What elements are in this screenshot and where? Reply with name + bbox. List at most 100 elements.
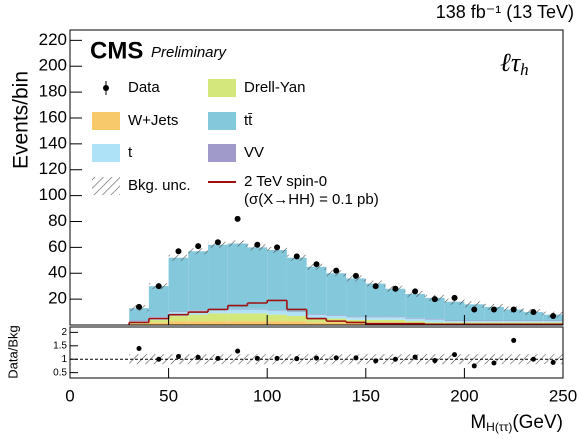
legend-label: t [128,144,133,161]
stack-segment [188,321,209,325]
x-label-sub: H(ττ) [486,420,512,434]
stack-segment [188,310,209,311]
legend-label: Bkg. unc. [128,177,191,194]
x-label: MH(ττ)(GeV) [470,412,563,434]
stack-segment [286,321,307,325]
ratio-point [314,355,319,361]
stack-segment [208,244,228,309]
stack-segment [247,309,268,314]
y-label: Events/bin [10,71,33,169]
stack-segment [227,243,248,309]
stack-segment [346,322,366,325]
stack-segment [208,313,228,322]
stack-segment [188,314,209,322]
ratio-point [254,355,260,361]
stack-segment [365,283,386,317]
stack-segment [129,320,149,322]
stack-segment [385,317,406,320]
lumi: 138 fb⁻¹ (13 TeV) [436,2,574,22]
data-point [214,239,221,246]
stack-segment [227,308,248,310]
legend-label: W+Jets [128,112,178,129]
ratio-point [530,356,536,362]
stack-segment [444,301,465,321]
stack-segment [385,319,406,323]
ratio-point [471,363,477,369]
ratio-unc-band [484,354,504,365]
y-tick-label: 180 [39,82,67,101]
x-label-main: M [470,412,486,433]
stack-segment [484,306,504,321]
stack-segment [523,321,544,323]
data-point [490,306,497,313]
stack-segment [424,319,445,320]
legend-label: VV [244,144,264,161]
ratio-y-tick-label: 2 [61,327,67,338]
stack-segment [326,315,347,316]
stack-segment [464,320,485,322]
stack-segment [543,321,563,323]
channel: ℓτh [500,48,529,79]
x-tick-label: 150 [352,386,380,405]
stack-segment [444,321,465,323]
stack-segment [346,317,366,320]
unc-band [444,298,465,305]
stack-segment [543,320,563,322]
stack-segment [267,310,287,315]
legend-label: Data [128,79,160,96]
ratio-point [215,355,221,361]
ratio-point [550,359,556,365]
stack-segment [326,273,347,316]
unc-band [188,248,209,255]
stack-segment [424,297,445,320]
data-point [234,215,241,222]
data-point [136,303,143,310]
stack-segment [365,316,386,318]
stack-segment [424,322,445,324]
stack-segment [424,319,445,323]
data-point [254,241,261,248]
y-tick-label: 40 [48,263,67,282]
stack-segment [267,249,287,311]
stack-segment [503,320,524,322]
stack-segment [405,318,425,322]
channel-sub: h [520,60,529,79]
ratio-point [294,356,300,362]
stack-segment [129,308,149,321]
ratio-point [175,354,181,360]
ratio-y-tick-label: 1 [61,354,67,365]
unc-band [227,240,248,247]
legend-swatch [208,144,236,162]
ratio-unc-band [168,354,189,365]
stack-segment [148,286,169,317]
legend-label: 2 TeV spin-0 [244,173,327,190]
stack-segment [247,321,268,325]
stack-segment [405,317,425,319]
stack-segment [129,323,149,325]
data-point [412,288,419,295]
stack-segment [306,322,327,325]
stack-segment [286,257,307,312]
stack-segment [484,320,504,322]
y-tick-label: 160 [39,107,67,126]
stack-segment [464,321,485,323]
ratio-point [452,352,458,358]
data-point [451,294,458,301]
ratio-point [195,354,201,360]
data-point [530,309,537,316]
stack-segment [306,314,327,319]
data-point [392,285,399,292]
stack-segment [267,321,287,325]
ratio-unc-band [464,354,485,365]
ratio-unc-band [543,354,563,365]
stack-segment [503,322,524,324]
data-point [155,283,162,290]
stack-segment [148,316,169,318]
x-tick-label: 200 [450,386,478,405]
stack-segment [365,317,386,320]
stack-segment [188,251,209,311]
stack-segment [247,313,268,322]
stack-segment [346,316,366,318]
unc-band [168,254,189,261]
x-tick-label: 50 [159,386,178,405]
